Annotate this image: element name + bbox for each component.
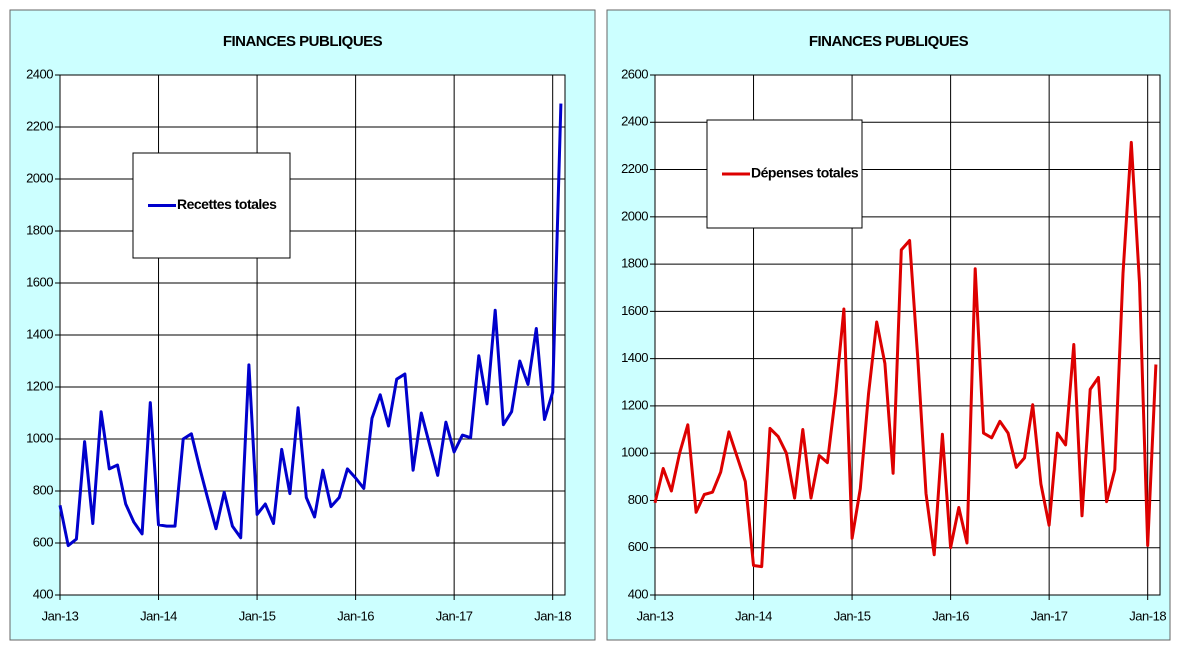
- x-tick-label: Jan-18: [1129, 608, 1166, 623]
- series-line: [653, 140, 1158, 569]
- x-tick-label: Jan-16: [932, 608, 969, 623]
- y-tick-label: 1600: [26, 274, 53, 289]
- x-tick-label: Jan-15: [834, 608, 871, 623]
- y-tick-label: 400: [628, 586, 648, 601]
- y-tick-label: 2400: [26, 66, 53, 81]
- y-tick-label: 800: [33, 482, 53, 497]
- y-tick-label: 2000: [26, 170, 53, 185]
- x-tick-label: Jan-15: [239, 608, 276, 623]
- y-tick-label: 1000: [26, 430, 53, 445]
- y-tick-label: 600: [33, 534, 53, 549]
- y-tick-label: 2200: [621, 161, 648, 176]
- x-tick-label: Jan-14: [735, 608, 772, 623]
- y-tick-label: 1800: [621, 256, 648, 271]
- series-line: [58, 103, 563, 548]
- y-tick-label: 2200: [26, 118, 53, 133]
- y-tick-label: 1200: [621, 397, 648, 412]
- chart-title: FINANCES PUBLIQUES: [223, 33, 383, 50]
- y-tick-label: 1600: [621, 303, 648, 318]
- y-tick-label: 2000: [621, 208, 648, 223]
- x-tick-label: Jan-13: [42, 608, 79, 623]
- chart-title: FINANCES PUBLIQUES: [809, 33, 969, 50]
- y-tick-label: 1800: [26, 222, 53, 237]
- y-tick-label: 400: [33, 586, 53, 601]
- x-tick-label: Jan-14: [140, 608, 177, 623]
- y-tick-label: 800: [628, 492, 648, 507]
- y-tick-label: 1400: [621, 350, 648, 365]
- x-tick-label: Jan-18: [534, 608, 571, 623]
- y-tick-label: 2600: [621, 66, 648, 81]
- y-tick-label: 1000: [621, 445, 648, 460]
- x-tick-label: Jan-16: [337, 608, 374, 623]
- x-tick-label: Jan-17: [1031, 608, 1068, 623]
- legend-label: Recettes totales: [177, 196, 277, 212]
- y-tick-label: 2400: [621, 114, 648, 129]
- y-tick-label: 1400: [26, 326, 53, 341]
- x-tick-label: Jan-17: [436, 608, 473, 623]
- y-tick-label: 1200: [26, 378, 53, 393]
- x-tick-label: Jan-13: [637, 608, 674, 623]
- legend-label: Dépenses totales: [751, 165, 859, 181]
- y-tick-label: 600: [628, 539, 648, 554]
